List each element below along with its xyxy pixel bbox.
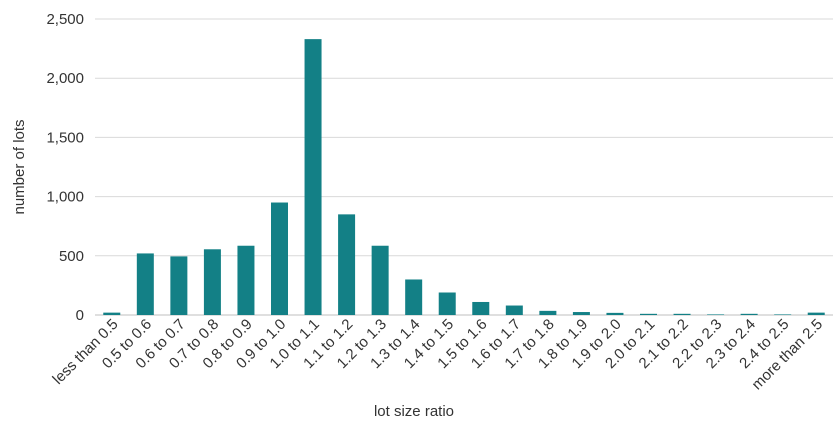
y-axis-title: number of lots	[11, 119, 28, 214]
y-tick-label: 2,000	[46, 70, 84, 87]
y-tick-label: 0	[76, 307, 84, 324]
bar	[438, 292, 456, 315]
bar	[539, 310, 557, 315]
bar	[740, 313, 758, 315]
x-axis-title: lot size ratio	[374, 403, 454, 420]
y-tick-label: 1,000	[46, 189, 84, 206]
bar	[807, 312, 825, 315]
bar	[136, 253, 154, 315]
y-tick-label: 2,500	[46, 11, 84, 28]
y-tick-label: 500	[59, 248, 84, 265]
bar	[338, 214, 356, 315]
bars	[103, 39, 825, 316]
bar	[237, 245, 255, 315]
bar	[572, 312, 590, 315]
bar	[707, 314, 725, 315]
y-tick-label: 1,500	[46, 129, 84, 146]
x-axis-ticks: less than 0.50.5 to 0.60.6 to 0.70.7 to …	[49, 316, 826, 393]
y-axis-ticks: 0 500 1,000 1,500 2,000 2,500	[46, 11, 84, 324]
bar	[271, 202, 288, 315]
bar	[673, 313, 691, 315]
bar	[103, 312, 121, 315]
bar	[170, 256, 188, 315]
bar	[203, 249, 221, 315]
bar	[505, 305, 523, 315]
bar	[606, 312, 624, 315]
bar	[371, 245, 389, 315]
bar	[640, 313, 657, 315]
bar	[405, 279, 423, 315]
bar	[472, 301, 490, 315]
bar	[304, 39, 322, 316]
bar	[774, 314, 792, 315]
